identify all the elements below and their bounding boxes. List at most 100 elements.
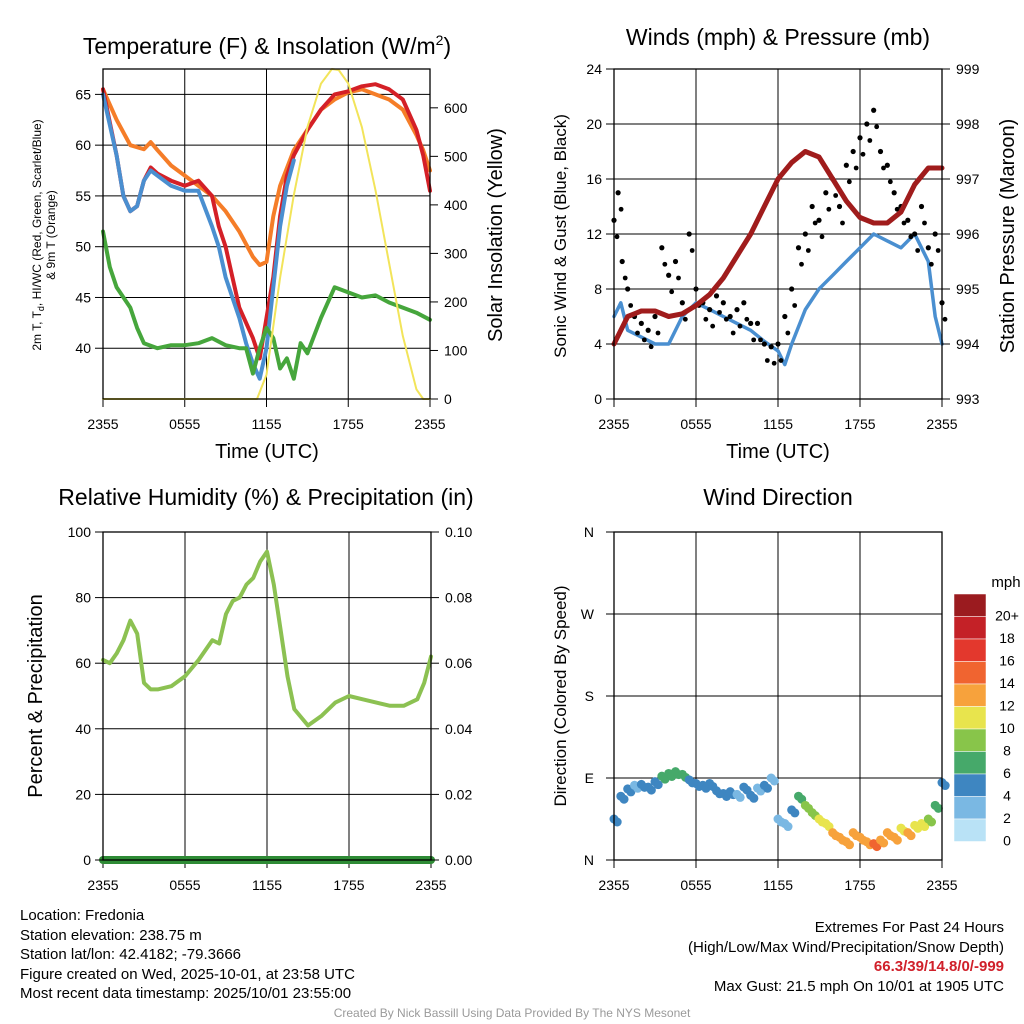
- x-tick-label: 1155: [763, 877, 793, 893]
- station-location: Location: Fredonia: [20, 907, 145, 924]
- gust-point: [720, 300, 726, 306]
- direction-tick-label: E: [585, 770, 594, 786]
- y-tick-label: 20: [75, 786, 91, 802]
- gust-point: [775, 341, 781, 347]
- colorbar-label: 14: [999, 675, 1015, 691]
- x-tick-label: 0555: [169, 416, 200, 432]
- winds-xlabel: Time (UTC): [726, 441, 830, 463]
- gust-point: [761, 341, 767, 347]
- station-info: Location: Fredonia Station elevation: 23…: [20, 906, 355, 1004]
- y2-tick-label: 996: [956, 226, 980, 242]
- y2-tick-label: 0.00: [445, 852, 472, 868]
- series-hi-wc: [101, 92, 296, 381]
- x-tick-label: 1755: [844, 877, 875, 893]
- gust-point: [785, 330, 791, 336]
- direction-point: [940, 781, 950, 791]
- x-tick-label: 0555: [680, 877, 711, 893]
- gust-point: [652, 313, 658, 320]
- colorbar-label: 10: [999, 720, 1015, 736]
- gust-point: [795, 245, 802, 251]
- colorbar-swatch: [953, 661, 987, 685]
- gust-point: [853, 165, 859, 171]
- gust-point: [928, 261, 934, 267]
- gust-point: [672, 258, 679, 265]
- x-tick-label: 0555: [680, 416, 711, 432]
- gust-point: [823, 190, 829, 196]
- colorbar-swatch: [953, 773, 987, 797]
- gust-point: [836, 203, 843, 210]
- y-tick-label: 12: [586, 226, 602, 242]
- gust-point: [615, 190, 621, 196]
- gust-point: [645, 327, 651, 333]
- y-tick-label: 100: [68, 524, 92, 540]
- y2-tick-label: 0: [444, 391, 452, 407]
- gust-point: [659, 245, 665, 251]
- direction-point: [920, 822, 930, 832]
- temperature-ylabel: 2m T, Td, HI/WC (Red, Green, Scarlet/Blu…: [30, 119, 46, 350]
- y-tick-label: 40: [75, 340, 91, 356]
- gust-point: [662, 261, 668, 267]
- gust-point: [932, 231, 938, 237]
- direction-tick-label: W: [581, 606, 595, 622]
- gust-point: [771, 360, 777, 366]
- winds-ylabel: Sonic Wind & Gust (Blue, Black): [551, 114, 570, 358]
- direction-point: [626, 787, 636, 797]
- y2-tick-label: 0.10: [445, 524, 472, 540]
- direction-point: [933, 803, 943, 813]
- gust-point: [881, 165, 886, 171]
- y2-tick-label: 998: [956, 116, 980, 132]
- direction-point: [653, 780, 663, 790]
- direction-point: [612, 817, 622, 827]
- x-tick-label: 2355: [87, 416, 118, 432]
- y2-tick-label: 0.02: [445, 786, 472, 802]
- y-tick-label: 50: [75, 239, 91, 255]
- gust-point: [751, 337, 757, 343]
- direction-point: [646, 785, 656, 795]
- gust-point: [887, 179, 893, 185]
- y2-tick-label: 100: [444, 342, 468, 358]
- y2-tick-label: 500: [444, 148, 468, 164]
- gust-point: [619, 258, 625, 265]
- direction-point: [769, 776, 779, 786]
- x-tick-label: 2355: [414, 416, 445, 432]
- gust-point: [703, 316, 709, 322]
- x-tick-label: 2355: [87, 877, 118, 893]
- temperature-ylabel-line2: & 9m T (Orange): [44, 190, 58, 280]
- gust-point: [707, 307, 713, 313]
- y-tick-label: 65: [75, 86, 91, 102]
- wind-direction-panel: Wind Direction Direction (Colored By Spe…: [551, 484, 1021, 893]
- y-tick-label: 16: [586, 171, 602, 187]
- temperature-xlabel: Time (UTC): [215, 441, 319, 463]
- colorbar-label: 2: [1003, 810, 1011, 826]
- gust-point: [676, 275, 681, 281]
- gust-point: [764, 358, 770, 363]
- series-solar-insolation: [102, 68, 431, 400]
- gust-point: [758, 337, 763, 343]
- gust-point: [748, 320, 754, 326]
- humidity-panel: Relative Humidity (%) & Precipitation (i…: [25, 484, 474, 893]
- colorbar-swatch: [953, 728, 987, 752]
- y-tick-label: 24: [586, 61, 602, 77]
- series-relative-humidity: [101, 549, 433, 728]
- y-tick-label: 0: [83, 852, 91, 868]
- series-td: [101, 229, 432, 381]
- colorbar-label: 4: [1003, 787, 1011, 803]
- mesonet-meteogram: Temperature (F) & Insolation (W/m2) 2m T…: [25, 24, 1021, 893]
- gust-point: [812, 220, 818, 226]
- gust-point: [666, 272, 672, 278]
- y2-tick-label: 400: [444, 197, 468, 213]
- colorbar-swatch: [953, 593, 987, 617]
- temperature-title: Temperature (F) & Insolation (W/m2): [83, 32, 451, 59]
- y-tick-label: 0: [594, 391, 602, 407]
- gust-point: [901, 220, 907, 226]
- direction-tick-label: N: [584, 524, 594, 540]
- direction-point: [790, 808, 800, 818]
- gust-point: [942, 316, 948, 322]
- y2-tick-label: 995: [956, 281, 980, 297]
- direction-point: [749, 793, 759, 803]
- gust-point: [778, 358, 784, 363]
- direction-point: [879, 838, 889, 848]
- extremes-subheading: (High/Low/Max Wind/Precipitation/Snow De…: [688, 938, 1004, 956]
- y-tick-label: 40: [75, 721, 91, 737]
- gust-point: [867, 138, 873, 143]
